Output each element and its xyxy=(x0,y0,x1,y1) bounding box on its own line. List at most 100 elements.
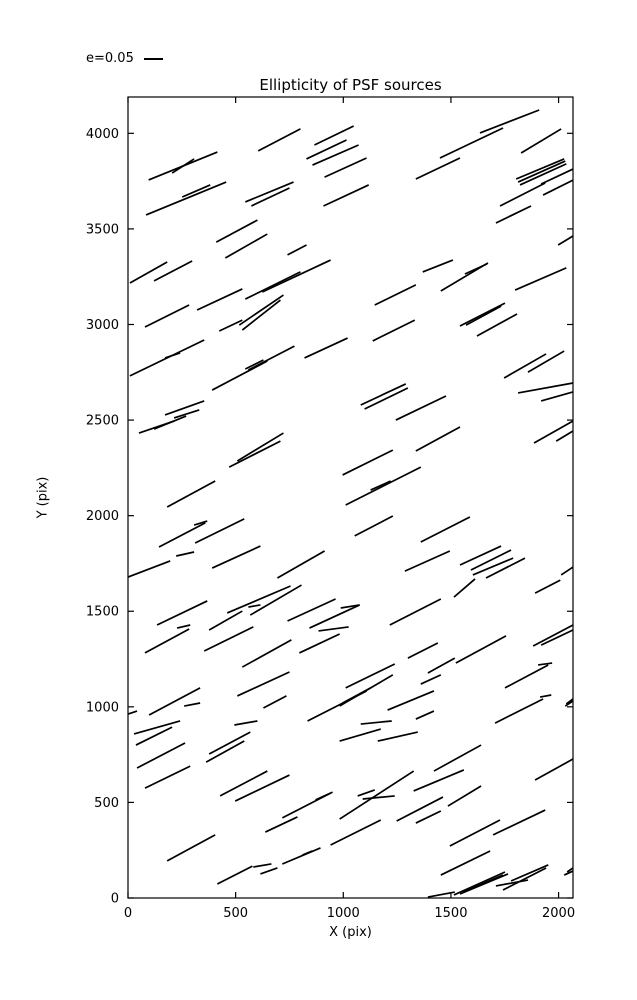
ellipticity-segment xyxy=(176,624,191,629)
ellipticity-segment xyxy=(144,628,190,654)
ellipticity-segment xyxy=(249,584,302,616)
ellipticity-segment xyxy=(144,765,191,789)
ellipticity-segment xyxy=(215,219,258,243)
ellipticity-segment xyxy=(472,557,514,576)
ellipticity-segment xyxy=(219,770,268,797)
ellipticity-segment xyxy=(153,415,187,430)
ellipticity-segment xyxy=(449,819,501,847)
ellipticity-segment xyxy=(144,304,190,328)
ellipticity-segment xyxy=(357,789,375,797)
ellipticity-segment xyxy=(462,874,504,893)
ellipticity-segment xyxy=(173,409,200,419)
ellipticity-segment xyxy=(420,674,442,685)
ellipticity-segment xyxy=(228,440,281,468)
ellipticity-segment xyxy=(420,516,471,543)
ellipticity-segment xyxy=(464,263,488,275)
ellipticity-segment xyxy=(164,352,181,359)
ellipticity-segment xyxy=(234,720,258,726)
ellipticity-segment xyxy=(234,774,290,802)
ellipticity-segment xyxy=(203,626,254,652)
ellipticity-segment xyxy=(330,819,382,846)
ellipticity-segment xyxy=(127,710,138,715)
ellipticity-segment xyxy=(314,125,354,146)
ellipticity-segment xyxy=(236,432,284,462)
ellipticity-segment xyxy=(135,726,173,746)
plot-title: Ellipticity of PSF sources xyxy=(259,76,442,94)
ellipticity-segment xyxy=(342,687,372,704)
ellipticity-segment xyxy=(244,271,301,300)
ellipticity-segment xyxy=(542,179,574,196)
ellipticity-segment xyxy=(323,184,370,207)
ellipticity-segment xyxy=(264,816,298,833)
x-tick-label: 500 xyxy=(223,906,248,921)
y-tick-label: 1500 xyxy=(86,605,119,620)
ellipticity-segment xyxy=(218,319,243,332)
ellipticity-segment xyxy=(263,695,287,709)
ellipticity-segment xyxy=(248,604,261,608)
ellipticity-segment xyxy=(566,867,574,873)
ellipticity-segment xyxy=(494,698,544,724)
ellipticity-segment xyxy=(276,550,325,579)
ellipticity-segment xyxy=(184,702,201,707)
ellipticity-segment xyxy=(339,770,415,820)
ellipticity-segment xyxy=(241,299,281,331)
ellipticity-segment xyxy=(495,205,532,224)
ellipticity-segment xyxy=(534,579,561,594)
legend-line-sample xyxy=(143,57,163,60)
ellipticity-segment xyxy=(245,181,294,203)
ellipticity-segment xyxy=(226,585,291,614)
y-tick-label: 0 xyxy=(111,892,119,907)
ellipticity-segment xyxy=(517,382,574,394)
ellipticity-segment xyxy=(166,834,216,862)
ellipticity-segment xyxy=(216,865,253,885)
ellipticity-segment xyxy=(133,720,181,735)
ellipticity-segment xyxy=(136,742,186,769)
ellipticity-segment xyxy=(459,302,506,327)
ellipticity-segment xyxy=(129,261,168,284)
ellipticity-segment xyxy=(250,187,290,207)
ellipticity-segment xyxy=(404,550,451,572)
ellipticity-segment xyxy=(540,629,574,646)
y-tick-label: 2000 xyxy=(86,509,119,524)
ellipticity-segment xyxy=(415,157,461,180)
legend: e=0.05 xyxy=(86,51,163,66)
ellipticity-segment xyxy=(287,598,336,622)
ellipticity-segment xyxy=(517,160,566,183)
ellipticity-segment xyxy=(476,313,518,337)
ellipticity-segment xyxy=(427,657,456,674)
y-tick-label: 3500 xyxy=(86,222,119,237)
ellipticity-segment xyxy=(389,598,442,626)
ellipticity-segment xyxy=(153,260,193,282)
x-tick-label: 1000 xyxy=(327,906,360,921)
ellipticity-segment xyxy=(164,400,205,416)
ellipticity-segment xyxy=(208,610,243,631)
ellipticity-segment xyxy=(208,731,251,755)
ellipticity-segment xyxy=(539,694,552,698)
ellipticity-segment xyxy=(145,181,227,216)
ellipticity-segment xyxy=(299,633,340,654)
ellipticity-segment xyxy=(306,139,347,160)
ellipticity-segment xyxy=(503,353,547,379)
ellipticity-segment xyxy=(534,758,574,781)
ellipticity-segment xyxy=(407,642,439,659)
ellipticity-segment xyxy=(396,796,444,822)
ellipticity-segment xyxy=(156,600,208,626)
ellipticity-segment xyxy=(485,557,526,579)
ellipticity-segment xyxy=(560,566,574,576)
ellipticity-segment xyxy=(527,350,565,373)
ellipticity-segment xyxy=(433,744,482,772)
x-axis-label: X (pix) xyxy=(329,925,372,940)
ellipticity-segment xyxy=(459,545,502,566)
ellipticity-segment xyxy=(415,426,461,452)
ellipticity-segment xyxy=(315,792,331,801)
ellipticity-segment xyxy=(339,728,381,742)
ellipticity-segment xyxy=(342,449,394,476)
ellipticity-segment xyxy=(304,337,348,359)
ellipticity-segment xyxy=(324,157,367,178)
ellipticity-segment xyxy=(504,664,549,689)
y-tick-label: 2500 xyxy=(86,414,119,429)
ellipticity-segment xyxy=(413,769,465,792)
ellipticity-segment xyxy=(415,710,435,720)
ellipticity-segment xyxy=(176,551,195,557)
